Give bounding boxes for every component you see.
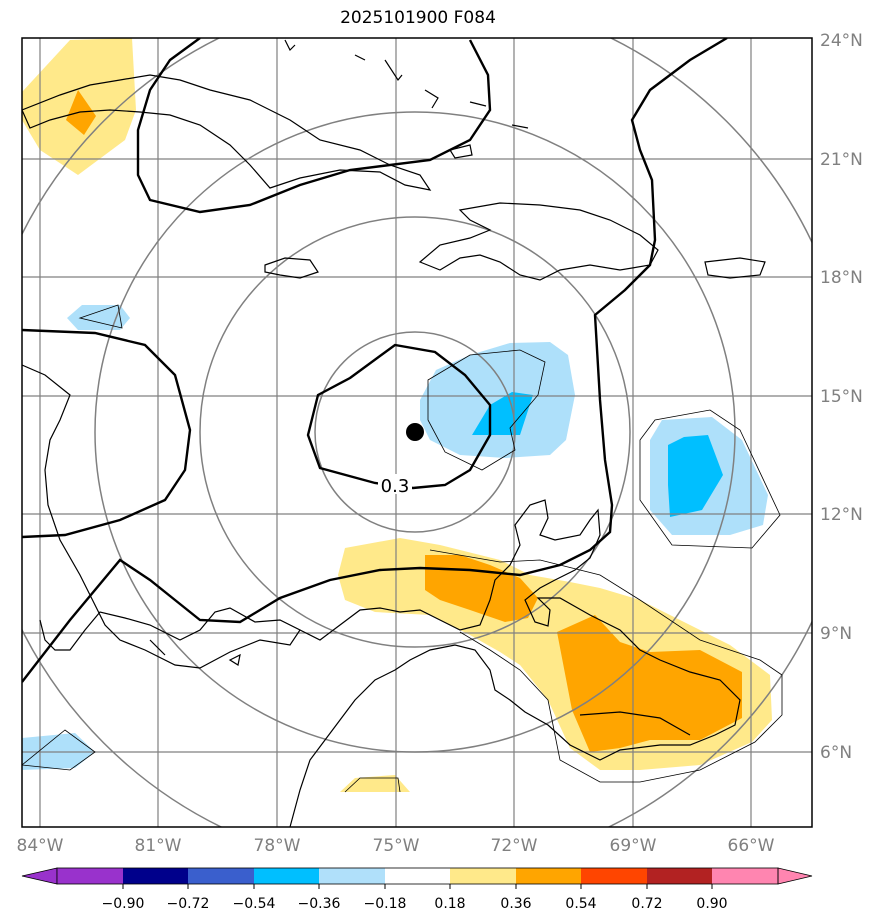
range-rings xyxy=(22,38,812,827)
lon-label: 84°W xyxy=(17,836,64,856)
lon-label: 66°W xyxy=(728,836,775,856)
lat-label: 15°N xyxy=(820,387,863,407)
graticule xyxy=(22,38,812,827)
thick-contours xyxy=(22,38,728,683)
colorbar-tick-label: 0.18 xyxy=(434,896,465,912)
lat-label: 21°N xyxy=(820,150,863,170)
colorbar-bin xyxy=(450,868,516,884)
colorbar-tick-label: 0.72 xyxy=(631,896,662,912)
colorbar-tick-label: −0.72 xyxy=(167,896,210,912)
colorbar-tick-label: 0.36 xyxy=(500,896,531,912)
lon-label: 75°W xyxy=(373,836,420,856)
lon-label: 81°W xyxy=(135,836,182,856)
lat-label: 9°N xyxy=(820,624,852,644)
lat-label: 12°N xyxy=(820,505,863,525)
contour-label: 0.3 xyxy=(381,476,410,497)
coastlines xyxy=(22,39,766,827)
storm-center-marker xyxy=(406,423,424,441)
positive-anomaly-region-south-small xyxy=(340,775,410,792)
colorbar-bin xyxy=(385,868,450,884)
lon-label: 69°W xyxy=(610,836,657,856)
colorbar-bin xyxy=(254,868,319,884)
colorbar-tick-label: 0.90 xyxy=(696,896,727,912)
colorbar-tick-label: −0.36 xyxy=(298,896,341,912)
strong-positive-anomaly-region-b xyxy=(557,615,742,752)
strong-positive-anomaly-region-a xyxy=(425,555,538,622)
colorbar-over-arrow xyxy=(777,867,813,885)
colorbar-bin xyxy=(57,868,123,884)
lon-labels: 84°W 81°W 78°W 75°W 72°W 69°W 66°W xyxy=(17,836,775,856)
colorbar-tick-label: −0.90 xyxy=(102,896,145,912)
lon-label: 78°W xyxy=(254,836,301,856)
contour-0-3-ring xyxy=(306,343,492,490)
plot-title: 2025101900 F084 xyxy=(340,8,496,28)
lat-label: 6°N xyxy=(820,743,852,763)
strong-negative-anomaly-region-central xyxy=(472,392,533,435)
map-area: 0.3 xyxy=(22,38,812,827)
colorbar-tick-label: −0.54 xyxy=(233,896,276,912)
colorbar-bin xyxy=(123,868,188,884)
colorbar-bin xyxy=(516,868,581,884)
anomaly-fills xyxy=(22,38,772,792)
thin-contours xyxy=(22,304,783,793)
lat-labels: 24°N 21°N 18°N 15°N 12°N 9°N 6°N xyxy=(820,31,863,763)
colorbar-bin xyxy=(647,868,712,884)
colorbar-tick-label: 0.54 xyxy=(565,896,596,912)
colorbar: −0.90 −0.72 −0.54 −0.36 −0.18 0.18 0.36 … xyxy=(21,867,813,912)
lat-label: 24°N xyxy=(820,31,863,51)
colorbar-bin xyxy=(712,868,778,884)
colorbar-tick-label: −0.18 xyxy=(364,896,407,912)
lat-label: 18°N xyxy=(820,268,863,288)
colorbar-bin xyxy=(188,868,254,884)
lon-label: 72°W xyxy=(491,836,538,856)
colorbar-bin xyxy=(581,868,647,884)
strong-negative-anomaly-region-east xyxy=(668,435,723,517)
map-border xyxy=(21,37,813,828)
colorbar-bin xyxy=(319,868,385,884)
colorbar-under-arrow xyxy=(21,867,58,885)
